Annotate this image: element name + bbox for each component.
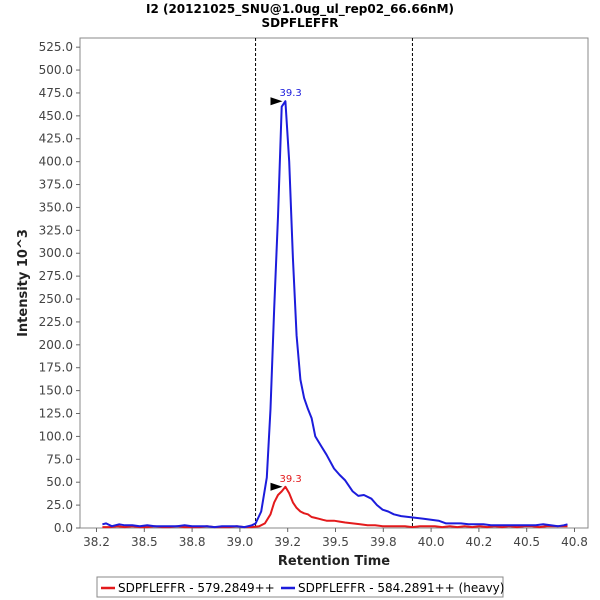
y-tick-label: 75.0 xyxy=(46,452,73,466)
y-tick-label: 325.0 xyxy=(39,223,73,237)
peak-label: 39.3 xyxy=(280,474,302,485)
y-tick-label: 475.0 xyxy=(39,86,73,100)
y-tick-label: 175.0 xyxy=(39,361,73,375)
y-tick-label: 500.0 xyxy=(39,63,73,77)
y-tick-label: 100.0 xyxy=(39,429,73,443)
y-tick-label: 150.0 xyxy=(39,384,73,398)
series-layer xyxy=(102,100,568,529)
y-tick-label: 350.0 xyxy=(39,200,73,214)
x-tick-label: 39.2 xyxy=(274,535,301,549)
x-tick-label: 39.5 xyxy=(322,535,349,549)
y-tick-label: 25.0 xyxy=(46,498,73,512)
series-line-heavy xyxy=(102,100,568,529)
y-axis-label: Intensity 10^3 xyxy=(16,229,31,337)
peak-marker-icon xyxy=(270,482,283,491)
x-tick-label: 40.5 xyxy=(513,535,540,549)
y-tick-label: 375.0 xyxy=(39,178,73,192)
x-axis-label: Retention Time xyxy=(278,554,390,569)
legend-box xyxy=(96,576,504,598)
legend: SDPFLEFFR - 579.2849++ SDPFLEFFR - 584.2… xyxy=(96,576,504,598)
y-tick-label: 525.0 xyxy=(39,40,73,54)
chart-subtitle: SDPFLEFFR xyxy=(261,16,338,30)
peak-label: 39.3 xyxy=(280,88,302,99)
y-tick-label: 50.0 xyxy=(46,475,73,489)
legend-label-heavy: SDPFLEFFR - 584.2891++ (heavy) xyxy=(298,581,504,595)
x-tick-label: 38.5 xyxy=(131,535,158,549)
y-tick-label: 200.0 xyxy=(39,338,73,352)
y-tick-label: 400.0 xyxy=(39,155,73,169)
y-axis: 0.0 25.0 50.0 75.0 100.0 125.0 150.0 175.0 200.0… xyxy=(39,40,80,535)
y-tick-label: 250.0 xyxy=(39,292,73,306)
y-tick-label: 425.0 xyxy=(39,132,73,146)
y-tick-label: 0.0 xyxy=(54,521,73,535)
x-tick-label: 40.0 xyxy=(418,535,445,549)
y-tick-label: 275.0 xyxy=(39,269,73,283)
x-axis: 38.2 38.5 38.8 39.0 39.2 39.5 39.8 40.0 40.2 40.5… xyxy=(83,528,588,549)
peak-marker-icon xyxy=(270,97,283,106)
y-tick-label: 450.0 xyxy=(39,109,73,123)
x-tick-label: 39.8 xyxy=(370,535,397,549)
x-tick-label: 40.8 xyxy=(561,535,588,549)
legend-label-light: SDPFLEFFR - 579.2849++ xyxy=(118,581,275,595)
plot-area xyxy=(79,37,589,529)
y-tick-label: 225.0 xyxy=(39,315,73,329)
x-tick-label: 38.2 xyxy=(83,535,110,549)
chart-title: I2 (20121025_SNU@1.0ug_ul_rep02_66.66nM) xyxy=(146,2,454,17)
y-tick-label: 125.0 xyxy=(39,407,73,421)
peak-labels: 39.3 39.3 xyxy=(270,88,302,491)
y-tick-label: 300.0 xyxy=(39,246,73,260)
x-tick-label: 40.2 xyxy=(466,535,493,549)
x-tick-label: 38.8 xyxy=(179,535,206,549)
peak-boundaries xyxy=(255,38,413,528)
x-tick-label: 39.0 xyxy=(227,535,254,549)
